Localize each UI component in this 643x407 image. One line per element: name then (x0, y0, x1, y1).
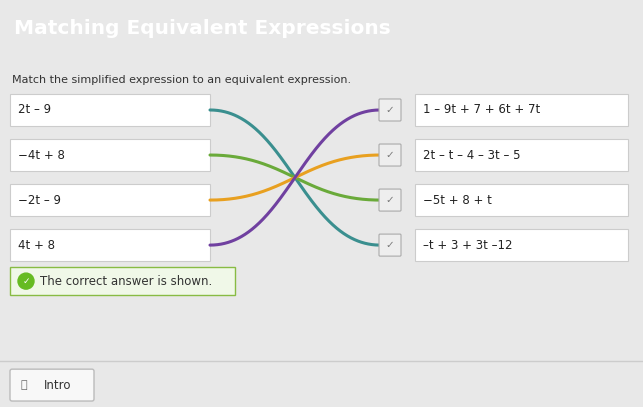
Text: ✓: ✓ (386, 240, 394, 250)
Text: ✓: ✓ (386, 105, 394, 115)
Text: Matching Equivalent Expressions: Matching Equivalent Expressions (14, 19, 391, 38)
Text: 2t – t – 4 – 3t – 5: 2t – t – 4 – 3t – 5 (423, 149, 520, 162)
Text: −4t + 8: −4t + 8 (18, 149, 65, 162)
Text: −5t + 8 + t: −5t + 8 + t (423, 194, 492, 207)
Text: ✓: ✓ (386, 195, 394, 205)
FancyBboxPatch shape (379, 99, 401, 121)
Text: Intro: Intro (44, 379, 72, 392)
Text: Match the simplified expression to an equivalent expression.: Match the simplified expression to an eq… (12, 75, 351, 85)
FancyBboxPatch shape (10, 369, 94, 401)
Circle shape (18, 273, 34, 289)
FancyBboxPatch shape (10, 229, 210, 261)
FancyBboxPatch shape (415, 229, 628, 261)
FancyBboxPatch shape (10, 139, 210, 171)
Text: –t + 3 + 3t –12: –t + 3 + 3t –12 (423, 239, 512, 252)
Text: 4t + 8: 4t + 8 (18, 239, 55, 252)
FancyBboxPatch shape (379, 189, 401, 211)
Text: 1 – 9t + 7 + 6t + 7t: 1 – 9t + 7 + 6t + 7t (423, 103, 540, 116)
FancyBboxPatch shape (415, 184, 628, 216)
FancyBboxPatch shape (379, 144, 401, 166)
FancyBboxPatch shape (415, 94, 628, 126)
Text: ✓: ✓ (386, 150, 394, 160)
FancyBboxPatch shape (415, 139, 628, 171)
Text: 🔊: 🔊 (21, 380, 27, 390)
FancyBboxPatch shape (10, 94, 210, 126)
Text: 2t – 9: 2t – 9 (18, 103, 51, 116)
FancyBboxPatch shape (379, 234, 401, 256)
FancyBboxPatch shape (10, 267, 235, 295)
FancyBboxPatch shape (10, 184, 210, 216)
Text: The correct answer is shown.: The correct answer is shown. (40, 275, 212, 288)
Text: ✓: ✓ (23, 277, 30, 286)
Text: −2t – 9: −2t – 9 (18, 194, 61, 207)
